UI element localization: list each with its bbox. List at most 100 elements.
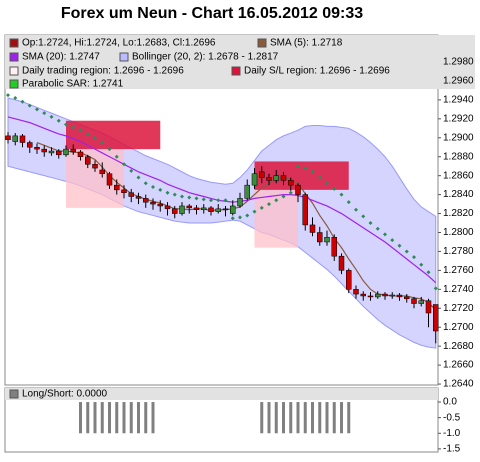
candle-body <box>143 198 149 203</box>
region <box>254 161 349 190</box>
candle-body <box>425 300 432 314</box>
sar-dot <box>230 216 235 221</box>
candle-body <box>324 236 330 243</box>
sar-dot <box>56 118 61 123</box>
bar <box>311 402 314 434</box>
legend-label: Long/Short: 0.0000 <box>22 389 108 400</box>
candle-body <box>48 150 55 154</box>
sar-dot <box>64 122 68 127</box>
y-tick-label: 1.2820 <box>443 208 474 219</box>
candle-body <box>27 142 33 148</box>
sar-dot <box>107 147 112 152</box>
sar-dot <box>238 215 242 220</box>
sar-dot <box>27 103 32 108</box>
sar-dot <box>281 194 286 199</box>
bar <box>340 402 343 434</box>
bar <box>144 402 148 434</box>
sar-dot <box>223 198 228 203</box>
sar-dot <box>288 190 293 195</box>
sar-dot <box>143 181 148 186</box>
candle-body <box>193 207 200 211</box>
candle-body <box>331 236 337 257</box>
bar <box>332 402 336 434</box>
candle-body <box>244 184 250 199</box>
y-tick-label: -0.5 <box>443 412 461 423</box>
sar-dot <box>252 209 257 214</box>
candle-body <box>222 208 229 211</box>
sar-dot <box>310 169 315 174</box>
bar <box>282 402 285 434</box>
candle-body <box>34 146 40 150</box>
y-tick-label: 1.2660 <box>443 360 474 371</box>
sar-dot <box>433 286 438 291</box>
legend-swatch <box>119 52 129 62</box>
sar-dot <box>296 164 300 169</box>
y-tick-label: -1.0 <box>443 428 461 439</box>
legend-swatch <box>9 389 19 399</box>
sar-dot <box>129 168 134 173</box>
bar <box>260 402 264 434</box>
sar-dot <box>122 162 126 167</box>
y-tick-label: -1.5 <box>443 444 461 455</box>
bar <box>347 402 351 434</box>
sar-dot <box>354 207 358 212</box>
candle-body <box>150 201 156 205</box>
sar-dot <box>114 154 119 159</box>
bar <box>325 402 329 434</box>
indicator-line <box>36 141 437 311</box>
bar <box>108 402 111 434</box>
y-tick-label: 1.2740 <box>443 284 474 295</box>
candle-body <box>266 177 272 181</box>
bar <box>137 402 140 434</box>
candle-body <box>5 135 11 140</box>
sar-dot <box>303 166 308 171</box>
candle-body <box>375 293 381 298</box>
sar-dot <box>346 200 351 205</box>
candle-body <box>433 304 439 332</box>
bar <box>122 402 126 434</box>
y-tick-label: 0.0 <box>443 397 457 408</box>
sar-dot <box>368 221 373 226</box>
region <box>66 149 124 208</box>
region <box>66 120 161 150</box>
candle-body <box>411 298 417 304</box>
bar <box>129 402 133 434</box>
candle-body <box>353 289 359 295</box>
sar-dot <box>93 135 97 140</box>
candle-body <box>135 196 142 199</box>
candle-body <box>121 189 127 193</box>
candle-body <box>92 164 98 169</box>
y-tick-label: 1.2920 <box>443 113 474 124</box>
y-tick-label: 1.2780 <box>443 246 474 257</box>
sar-dot <box>325 181 329 186</box>
bar <box>267 402 271 434</box>
y-tick-label: 1.2900 <box>443 132 474 143</box>
y-tick-label: 1.2860 <box>443 170 474 181</box>
candle-body <box>302 194 308 226</box>
candle-body <box>41 148 47 153</box>
candle-body <box>317 232 323 243</box>
legend-label: SMA (5): 1.2718 <box>270 38 343 49</box>
sar-dot <box>383 232 387 237</box>
candle-body <box>251 173 258 186</box>
bar <box>303 402 307 434</box>
sar-dot <box>426 270 431 275</box>
sar-dot <box>71 125 76 130</box>
y-tick-label: 1.2680 <box>443 341 474 352</box>
candle-body <box>63 148 69 156</box>
legend-label: Op:1.2724, Hi:1.2724, Lo:1.2683, Cl:1.26… <box>22 38 216 49</box>
legend-background <box>5 35 475 89</box>
sar-dot <box>49 114 54 119</box>
candle-body <box>128 192 134 197</box>
sar-dot <box>267 202 271 207</box>
sar-dot <box>404 249 409 254</box>
candle-body <box>164 205 171 210</box>
legend-swatch <box>9 79 19 89</box>
sar-dot <box>180 194 184 199</box>
candle-body <box>309 224 316 233</box>
sar-dot <box>20 99 25 104</box>
y-tick-label: 1.2700 <box>443 322 474 333</box>
bar <box>115 402 119 434</box>
bar <box>296 402 300 434</box>
